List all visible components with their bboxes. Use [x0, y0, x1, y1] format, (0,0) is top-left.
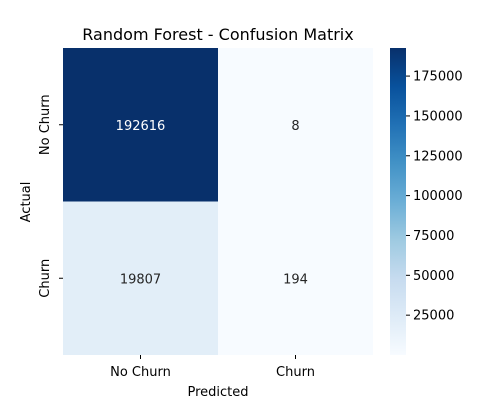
cell-value-label: 194 — [283, 272, 308, 287]
colorbar-tick-label: 125000 — [413, 149, 463, 164]
y-tick-label: No Churn — [38, 94, 53, 155]
colorbar-ticks: 25000 50000 75000 100000 125000 150000 175000 — [406, 70, 463, 324]
y-tick-label: Churn — [38, 259, 53, 298]
colorbar-tick-label: 100000 — [413, 189, 463, 204]
x-axis-label: Predicted — [187, 385, 248, 400]
colorbar-tick-label: 75000 — [413, 229, 454, 244]
colorbar-tick-label: 175000 — [413, 70, 463, 85]
y-axis: No Churn Churn — [38, 94, 63, 298]
colorbar-tick-label: 50000 — [413, 269, 454, 284]
colorbar: 25000 50000 75000 100000 125000 150000 175000 — [390, 48, 463, 355]
cell-value-label: 19807 — [120, 272, 161, 287]
y-axis-label: Actual — [19, 182, 34, 223]
x-tick-label: Churn — [276, 365, 315, 380]
heatmap-cell — [218, 48, 373, 202]
cell-value-label: 192616 — [116, 119, 166, 134]
cell-value-label: 8 — [291, 119, 299, 134]
colorbar-tick-label: 150000 — [413, 109, 463, 124]
heatmap-cells — [63, 48, 373, 355]
x-axis: No Churn Churn — [110, 355, 315, 380]
heatmap-cell — [218, 201, 373, 355]
chart-title: Random Forest - Confusion Matrix — [82, 25, 353, 44]
heatmap-cell — [63, 48, 218, 202]
heatmap-cell — [63, 201, 218, 355]
x-tick-label: No Churn — [110, 365, 171, 380]
heatmap-cell-labels: 192616 8 19807 194 — [116, 119, 308, 288]
colorbar-tick-label: 25000 — [413, 309, 454, 324]
colorbar-gradient — [390, 48, 406, 355]
